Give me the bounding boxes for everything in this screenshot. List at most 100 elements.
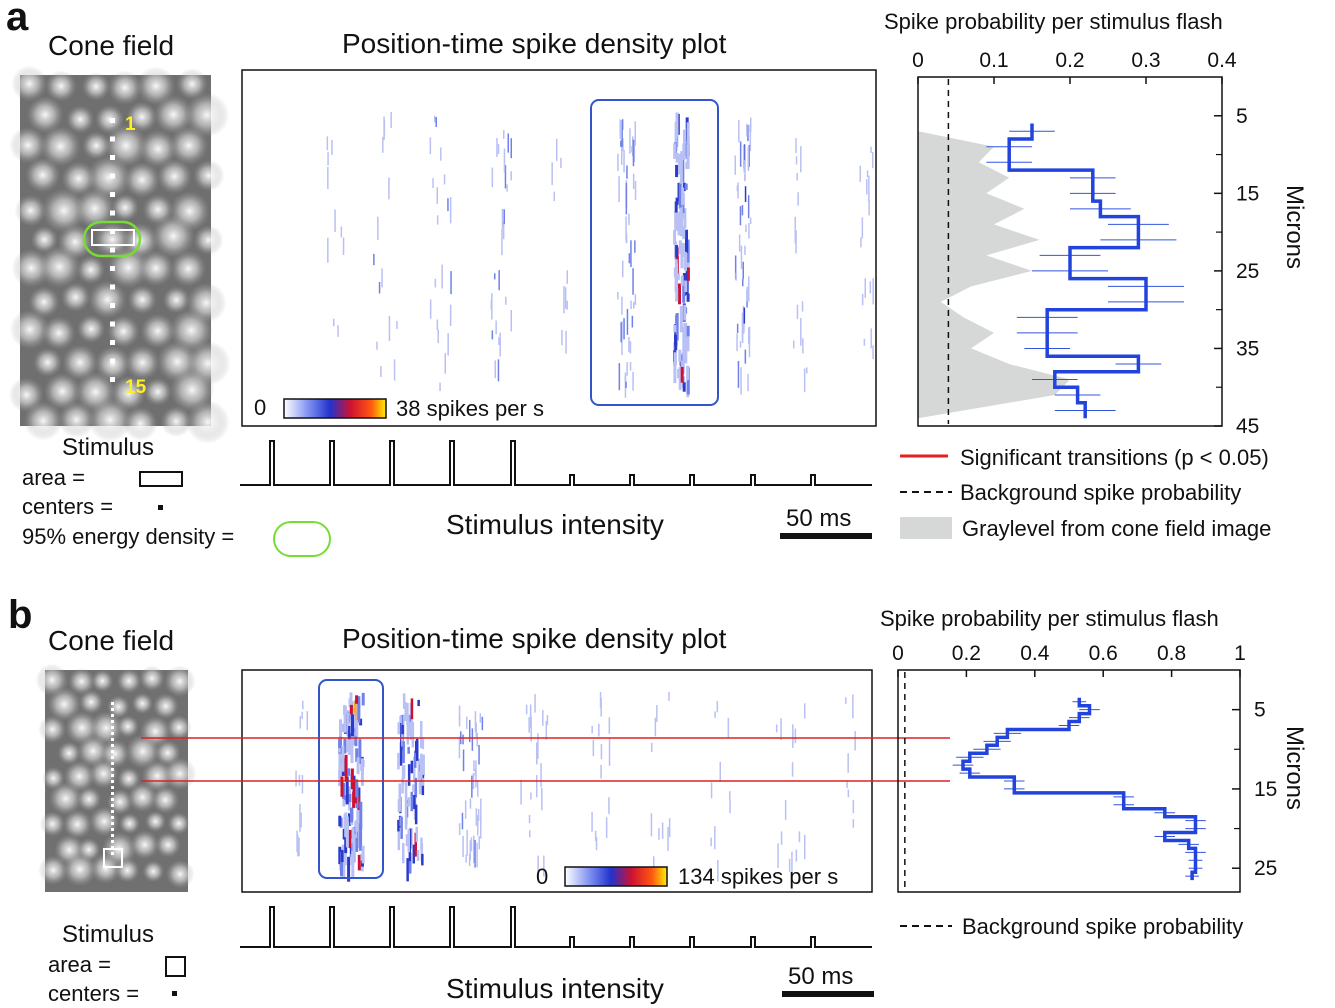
legend-b: Background spike probability [900, 914, 1243, 939]
raster-tick [421, 778, 425, 786]
raster-tick [634, 294, 637, 305]
profile-title-a: Spike probability per stimulus flash [884, 9, 1223, 34]
raster-tick [740, 245, 743, 270]
raster-tick [477, 815, 479, 836]
cone-blob [28, 286, 60, 318]
raster-tick [396, 321, 398, 329]
raster-tick [528, 814, 531, 824]
raster-tick [680, 364, 684, 383]
raster-tick [501, 229, 503, 256]
cone-blob [167, 812, 190, 835]
cone-blob [116, 668, 142, 694]
raster-tick [673, 230, 677, 245]
stimulus-area-b [103, 848, 123, 868]
raster-tick [355, 820, 359, 832]
raster-tick [677, 214, 681, 227]
raster-tick [788, 858, 791, 872]
raster-tick [563, 286, 565, 314]
raster-tick [495, 320, 497, 335]
raster-tick [682, 327, 686, 354]
cone-blob [130, 830, 160, 860]
raster-tick [686, 144, 690, 163]
raster-tick [342, 799, 346, 807]
raster-tick [717, 859, 719, 882]
raster-tick [744, 349, 747, 364]
raster-tick [530, 792, 532, 800]
raster-tick [414, 750, 417, 768]
raster-tick [621, 120, 623, 147]
raster-tick [359, 801, 363, 829]
raster-tick [629, 128, 631, 154]
cone-blob [186, 400, 230, 444]
raster-tick [791, 851, 793, 876]
raster-tick [537, 733, 539, 759]
raster-density-b [295, 691, 856, 882]
raster-tick [505, 296, 507, 305]
stimulus-title-a: Stimulus [62, 434, 154, 461]
x-tick-label: 0 [892, 642, 904, 665]
cone-blob [124, 161, 160, 198]
raster-tick [793, 340, 795, 349]
center-dot [111, 726, 114, 729]
raster-tick [872, 278, 874, 305]
raster-tick [299, 804, 301, 832]
raster-tick [359, 823, 363, 851]
raster-tick [870, 328, 872, 349]
spike-probability-step [961, 697, 1198, 881]
raster-tick [683, 251, 687, 271]
raster-tick [542, 710, 544, 726]
raster-tick [351, 850, 355, 878]
raster-tick [345, 816, 349, 829]
raster-tick [777, 843, 779, 868]
cone-blob [33, 347, 63, 377]
raster-tick [355, 695, 359, 704]
colorbar-max-b: 134 spikes per s [678, 864, 838, 889]
center-dot [111, 720, 114, 723]
cone-blob [156, 158, 192, 194]
cone-blob [81, 72, 111, 101]
raster-tick [791, 762, 794, 777]
raster-tick [800, 318, 802, 346]
raster-tick [861, 293, 864, 306]
raster-tick [412, 784, 415, 793]
raster-tick [800, 146, 802, 173]
raster-tick [458, 823, 461, 835]
raster-tick [618, 363, 621, 391]
cone-blob [86, 155, 132, 200]
colorbar-b [564, 866, 668, 887]
raster-tick [683, 304, 687, 321]
cone-blob [57, 741, 81, 765]
raster-tick [432, 178, 434, 188]
cone-blob [107, 315, 140, 348]
center-dot [111, 816, 114, 819]
legend-swatch-graylevel [900, 517, 952, 539]
raster-tick [674, 211, 678, 231]
center-dot [110, 247, 115, 253]
raster-tick [449, 197, 452, 224]
y-tick-label: 5 [1236, 105, 1248, 128]
raster-tick [450, 271, 452, 295]
raster-tick [869, 281, 872, 294]
raster-tick [625, 381, 627, 388]
x-tick-label: 0.8 [1157, 642, 1186, 665]
raster-tick [475, 722, 477, 737]
legend-label-graylevel: Graylevel from cone field image [962, 516, 1271, 541]
raster-tick [802, 338, 804, 354]
scale-label-b: 50 ms [788, 963, 853, 990]
raster-tick [337, 325, 339, 337]
stimulus-centers-b [111, 702, 114, 855]
raster-tick [534, 694, 536, 713]
cone-blob [89, 806, 120, 837]
raster-tick [668, 691, 670, 701]
cone-blob [45, 70, 77, 102]
raster-tick [436, 319, 439, 331]
center-dot [111, 852, 114, 855]
cone-blob [176, 68, 208, 100]
panel-letter-b: b [8, 593, 32, 637]
raster-tick [631, 315, 634, 328]
raster-tick [397, 830, 401, 851]
raster-tick [714, 826, 716, 850]
raster-tick [684, 280, 688, 292]
raster-tick [470, 837, 473, 852]
